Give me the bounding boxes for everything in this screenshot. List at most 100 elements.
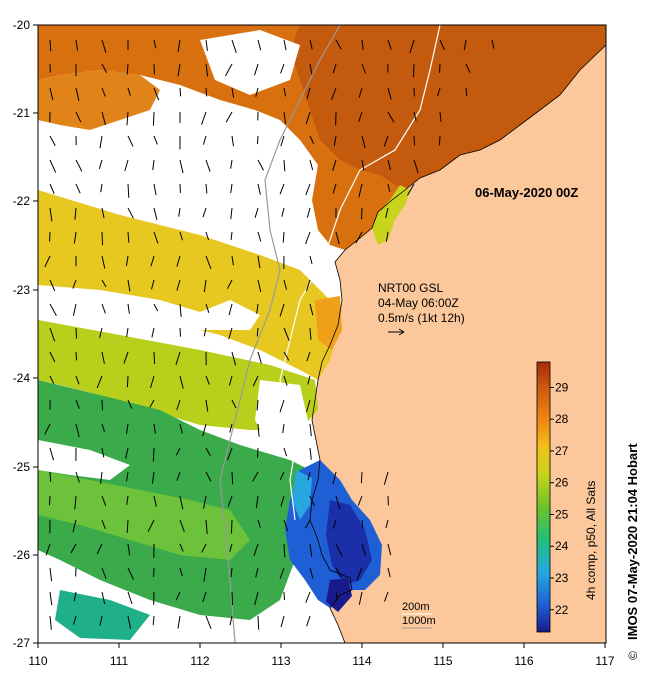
current-arrow (203, 279, 207, 293)
current-arrow (307, 471, 311, 481)
current-arrow (257, 351, 262, 364)
current-arrow (358, 591, 363, 605)
x-tick-label: 117 (595, 654, 614, 668)
current-arrow (229, 615, 233, 626)
current-arrow (335, 231, 340, 245)
current-arrow (309, 39, 313, 50)
current-arrow (257, 39, 262, 51)
current-arrow (49, 135, 56, 147)
current-arrow (231, 135, 235, 147)
x-axis: 110 111 112 113 114 115 116 117 (28, 643, 615, 668)
current-arrow (176, 399, 181, 411)
current-arrow (127, 615, 132, 629)
current-arrow (179, 375, 184, 389)
current-arrow (72, 279, 77, 289)
colorbar: 29 28 27 26 25 24 23 22 4h comp, p50, All Sats (536, 361, 598, 633)
current-arrow (151, 327, 155, 338)
current-arrow (257, 279, 262, 293)
current-arrow (49, 375, 55, 384)
current-arrow (202, 423, 207, 437)
current-arrow (439, 111, 442, 122)
current-arrow (257, 423, 260, 437)
current-arrow (126, 63, 129, 75)
current-arrow (75, 39, 79, 51)
current-arrow (127, 135, 134, 147)
current-arrow (252, 471, 259, 482)
current-arrow (255, 495, 259, 509)
current-arrow (230, 519, 233, 534)
current-arrow (202, 207, 207, 218)
current-arrow (49, 159, 57, 173)
coastline (309, 44, 606, 643)
current-arrow (175, 591, 181, 601)
y-tick-label: -26 (13, 548, 31, 562)
current-arrow (178, 207, 181, 217)
current-arrow (49, 327, 56, 342)
current-arrow (44, 423, 51, 435)
current-arrow (179, 495, 184, 510)
current-arrow (229, 543, 233, 552)
current-arrow (49, 303, 57, 316)
current-arrow (127, 567, 134, 580)
current-arrow (205, 63, 209, 77)
current-arrow (437, 87, 441, 97)
current-arrow (99, 135, 103, 149)
current-arrow (283, 351, 290, 361)
current-arrow (231, 471, 234, 485)
current-arrow (309, 495, 315, 506)
current-vectors (44, 39, 495, 630)
current-arrow (201, 111, 207, 125)
current-arrow (176, 279, 181, 291)
current-arrow (335, 39, 342, 50)
current-arrow (225, 63, 233, 77)
current-arrow (49, 615, 52, 630)
current-arrow (101, 423, 105, 432)
x-tick-label: 111 (110, 654, 129, 668)
current-arrow (309, 447, 312, 460)
current-arrow (205, 615, 212, 630)
current-arrow (305, 111, 311, 125)
current-arrow (101, 111, 106, 126)
current-arrow (385, 231, 389, 242)
current-arrow (101, 207, 105, 219)
current-arrow (177, 615, 181, 629)
current-arrow (439, 39, 445, 51)
current-arrow (101, 303, 106, 314)
current-arrow (279, 303, 285, 317)
current-arrow (125, 255, 129, 267)
current-arrow (179, 327, 182, 337)
land-mass (310, 25, 606, 643)
current-arrow (332, 471, 337, 485)
current-arrow (75, 87, 80, 101)
current-arrow (358, 87, 363, 98)
current-arrow (257, 519, 261, 528)
current-legend-line2: 04-May 06:00Z (378, 296, 459, 310)
x-tick-label: 116 (514, 654, 533, 668)
y-tick: -26 (13, 548, 38, 562)
current-arrow (99, 615, 103, 626)
current-arrow (335, 567, 342, 578)
current-arrow (227, 447, 233, 461)
y-tick-label: -27 (13, 636, 31, 650)
current-arrow (305, 183, 311, 196)
current-arrow (72, 519, 77, 533)
contours (219, 25, 606, 643)
warm-water-north-dark (290, 25, 606, 190)
current-arrow (257, 615, 260, 630)
cloud-gap-4 (255, 380, 310, 460)
current-arrow (309, 303, 314, 316)
current-arrow (179, 543, 184, 552)
current-arrow (127, 591, 133, 605)
current-arrow (179, 87, 182, 97)
current-arrow (255, 87, 259, 97)
current-arrow (205, 399, 209, 412)
current-arrow (127, 87, 131, 96)
current-arrow (283, 279, 287, 290)
current-arrow (361, 519, 364, 529)
current-arrow (179, 567, 183, 577)
current-arrow (75, 327, 78, 339)
current-arrow (179, 159, 184, 174)
current-arrow (177, 39, 181, 52)
current-arrow (75, 111, 82, 123)
current-arrow (280, 135, 285, 147)
